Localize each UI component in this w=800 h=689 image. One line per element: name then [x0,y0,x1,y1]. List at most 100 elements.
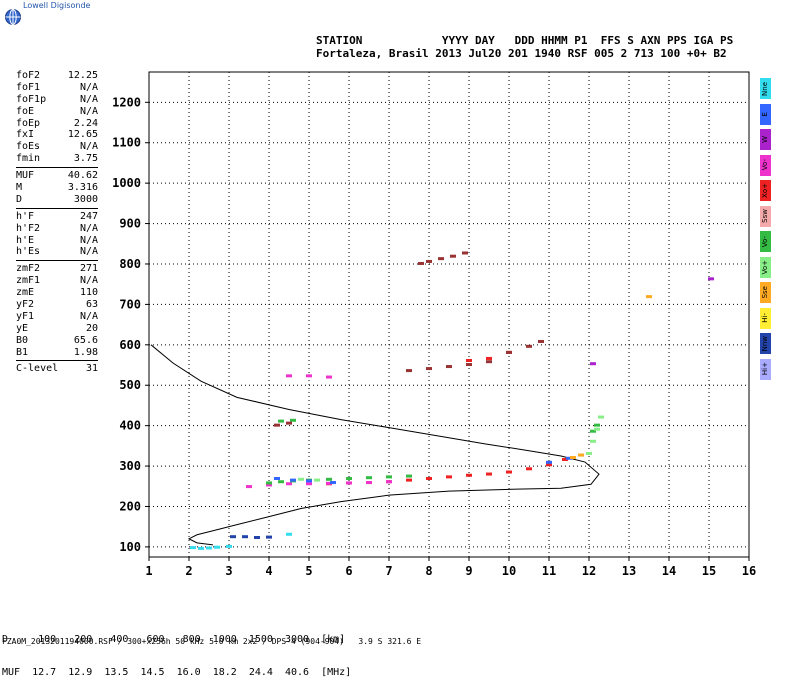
echo-point [278,480,284,484]
param-value: 247 [79,210,98,222]
echo-point [590,429,596,433]
legend-label: Nnw [761,335,769,352]
legend-swatch: Vo- [760,154,771,176]
legend-swatch: Nne [760,78,771,99]
echo-point [590,362,596,366]
legend-label: Nne [761,81,769,96]
profile-line [150,344,600,546]
echo-point [426,367,432,371]
echo-point [546,460,552,464]
y-tick-label: 100 [119,540,141,554]
legend-label: W [761,136,769,143]
y-tick-label: 1000 [112,176,141,190]
echo-point [306,374,312,378]
param-value: N/A [79,141,98,153]
param-row: foF1 N/A [16,82,98,94]
param-name: foEp [16,117,41,129]
plot-frame [148,71,750,558]
echo-point [598,415,604,419]
x-tick-label: 6 [345,564,352,578]
x-tick-label: 7 [385,564,392,578]
echo-point [286,482,292,486]
header-labels: STATION YYYY DAY DDD HHMM P1 FFS S AXN P… [316,34,734,47]
echo-point [266,481,272,485]
echo-point [366,476,372,480]
echo-point [346,481,352,485]
x-tick-label: 16 [742,564,756,578]
legend-label: Ssw [761,209,769,223]
echo-point [526,344,532,348]
echo-point [386,480,392,484]
file-info-footer: FZA0M_2013201194000.RSF / 300+x256h 50 k… [2,637,422,646]
y-tick-label: 800 [119,257,141,271]
x-tick-label: 8 [425,564,432,578]
echo-point [286,421,292,425]
legend-swatch: Vo+ [760,256,771,278]
echo-point [486,360,492,364]
param-row: zmF1 N/A [16,275,98,287]
param-row: yF1 N/A [16,311,98,323]
param-value: 110 [79,287,98,299]
y-tick-label: 700 [119,297,141,311]
echo-point [286,532,292,536]
echo-point [266,483,272,487]
echo-point [290,478,296,482]
echo-point [290,418,296,422]
legend-label: Vo+ [761,259,769,275]
param-value: 20 [85,322,98,334]
x-tick-label: 1 [145,564,152,578]
param-value: 12.25 [67,70,98,81]
echo-point [386,475,392,479]
echo-point [254,536,260,540]
y-tick-label: 400 [119,419,141,433]
echo-point [578,453,584,457]
param-row: h'Es N/A [16,246,98,258]
param-name: fmin [16,153,41,165]
legend-swatch: Ssw [760,205,771,227]
logo-text: Lowell Digisonde [23,1,91,10]
echo-point [242,535,248,539]
echo-point [590,439,596,443]
param-name: h'F2 [16,222,41,234]
param-separator [16,360,98,362]
param-row: M 3.316 [16,182,98,194]
globe-icon [5,9,21,25]
legend-swatch: W [760,129,771,150]
param-value: N/A [79,93,98,105]
param-separator [16,207,98,209]
param-name: foF1p [16,93,47,105]
param-name: foF2 [16,70,41,81]
legend-swatch: Sse [760,282,771,303]
echo-point [278,419,284,423]
param-value: N/A [79,275,98,287]
param-value: 3.316 [67,182,98,194]
echo-point [594,423,600,427]
param-row: zmE 110 [16,287,98,299]
legend-swatch: Xo+ [760,180,771,201]
echo-point [418,261,424,265]
param-row: yF2 63 [16,299,98,311]
echo-point [314,478,320,482]
param-value: 3.75 [73,153,98,165]
y-tick-label: 500 [119,378,141,392]
echo-point [594,427,600,431]
echo-point [274,476,280,480]
ionogram-plot: 1 2 3 4 5 6 7 8 9 10 11 12 13 14 15 1610020030040050060… [112,71,756,578]
echo-point [506,470,512,474]
echo-point [446,475,452,479]
muf-table: D 100 200 400 600 800 1000 1500 3000 [km… [2,612,351,689]
echo-point [286,374,292,378]
param-value: 2.24 [73,117,98,129]
param-row: foEs N/A [16,141,98,153]
legend-swatch: Hi- [760,307,771,329]
legend-swatch: Vo- [760,231,771,252]
echo-point [346,476,352,480]
param-name: B1 [16,346,29,358]
param-row: zmF2 271 [16,263,98,275]
x-tick-label: 10 [502,564,516,578]
param-value: N/A [79,310,98,322]
param-row: D 3000 [16,194,98,206]
param-name: MUF [16,170,35,182]
param-name: h'F [16,210,35,222]
echo-point [546,463,552,467]
